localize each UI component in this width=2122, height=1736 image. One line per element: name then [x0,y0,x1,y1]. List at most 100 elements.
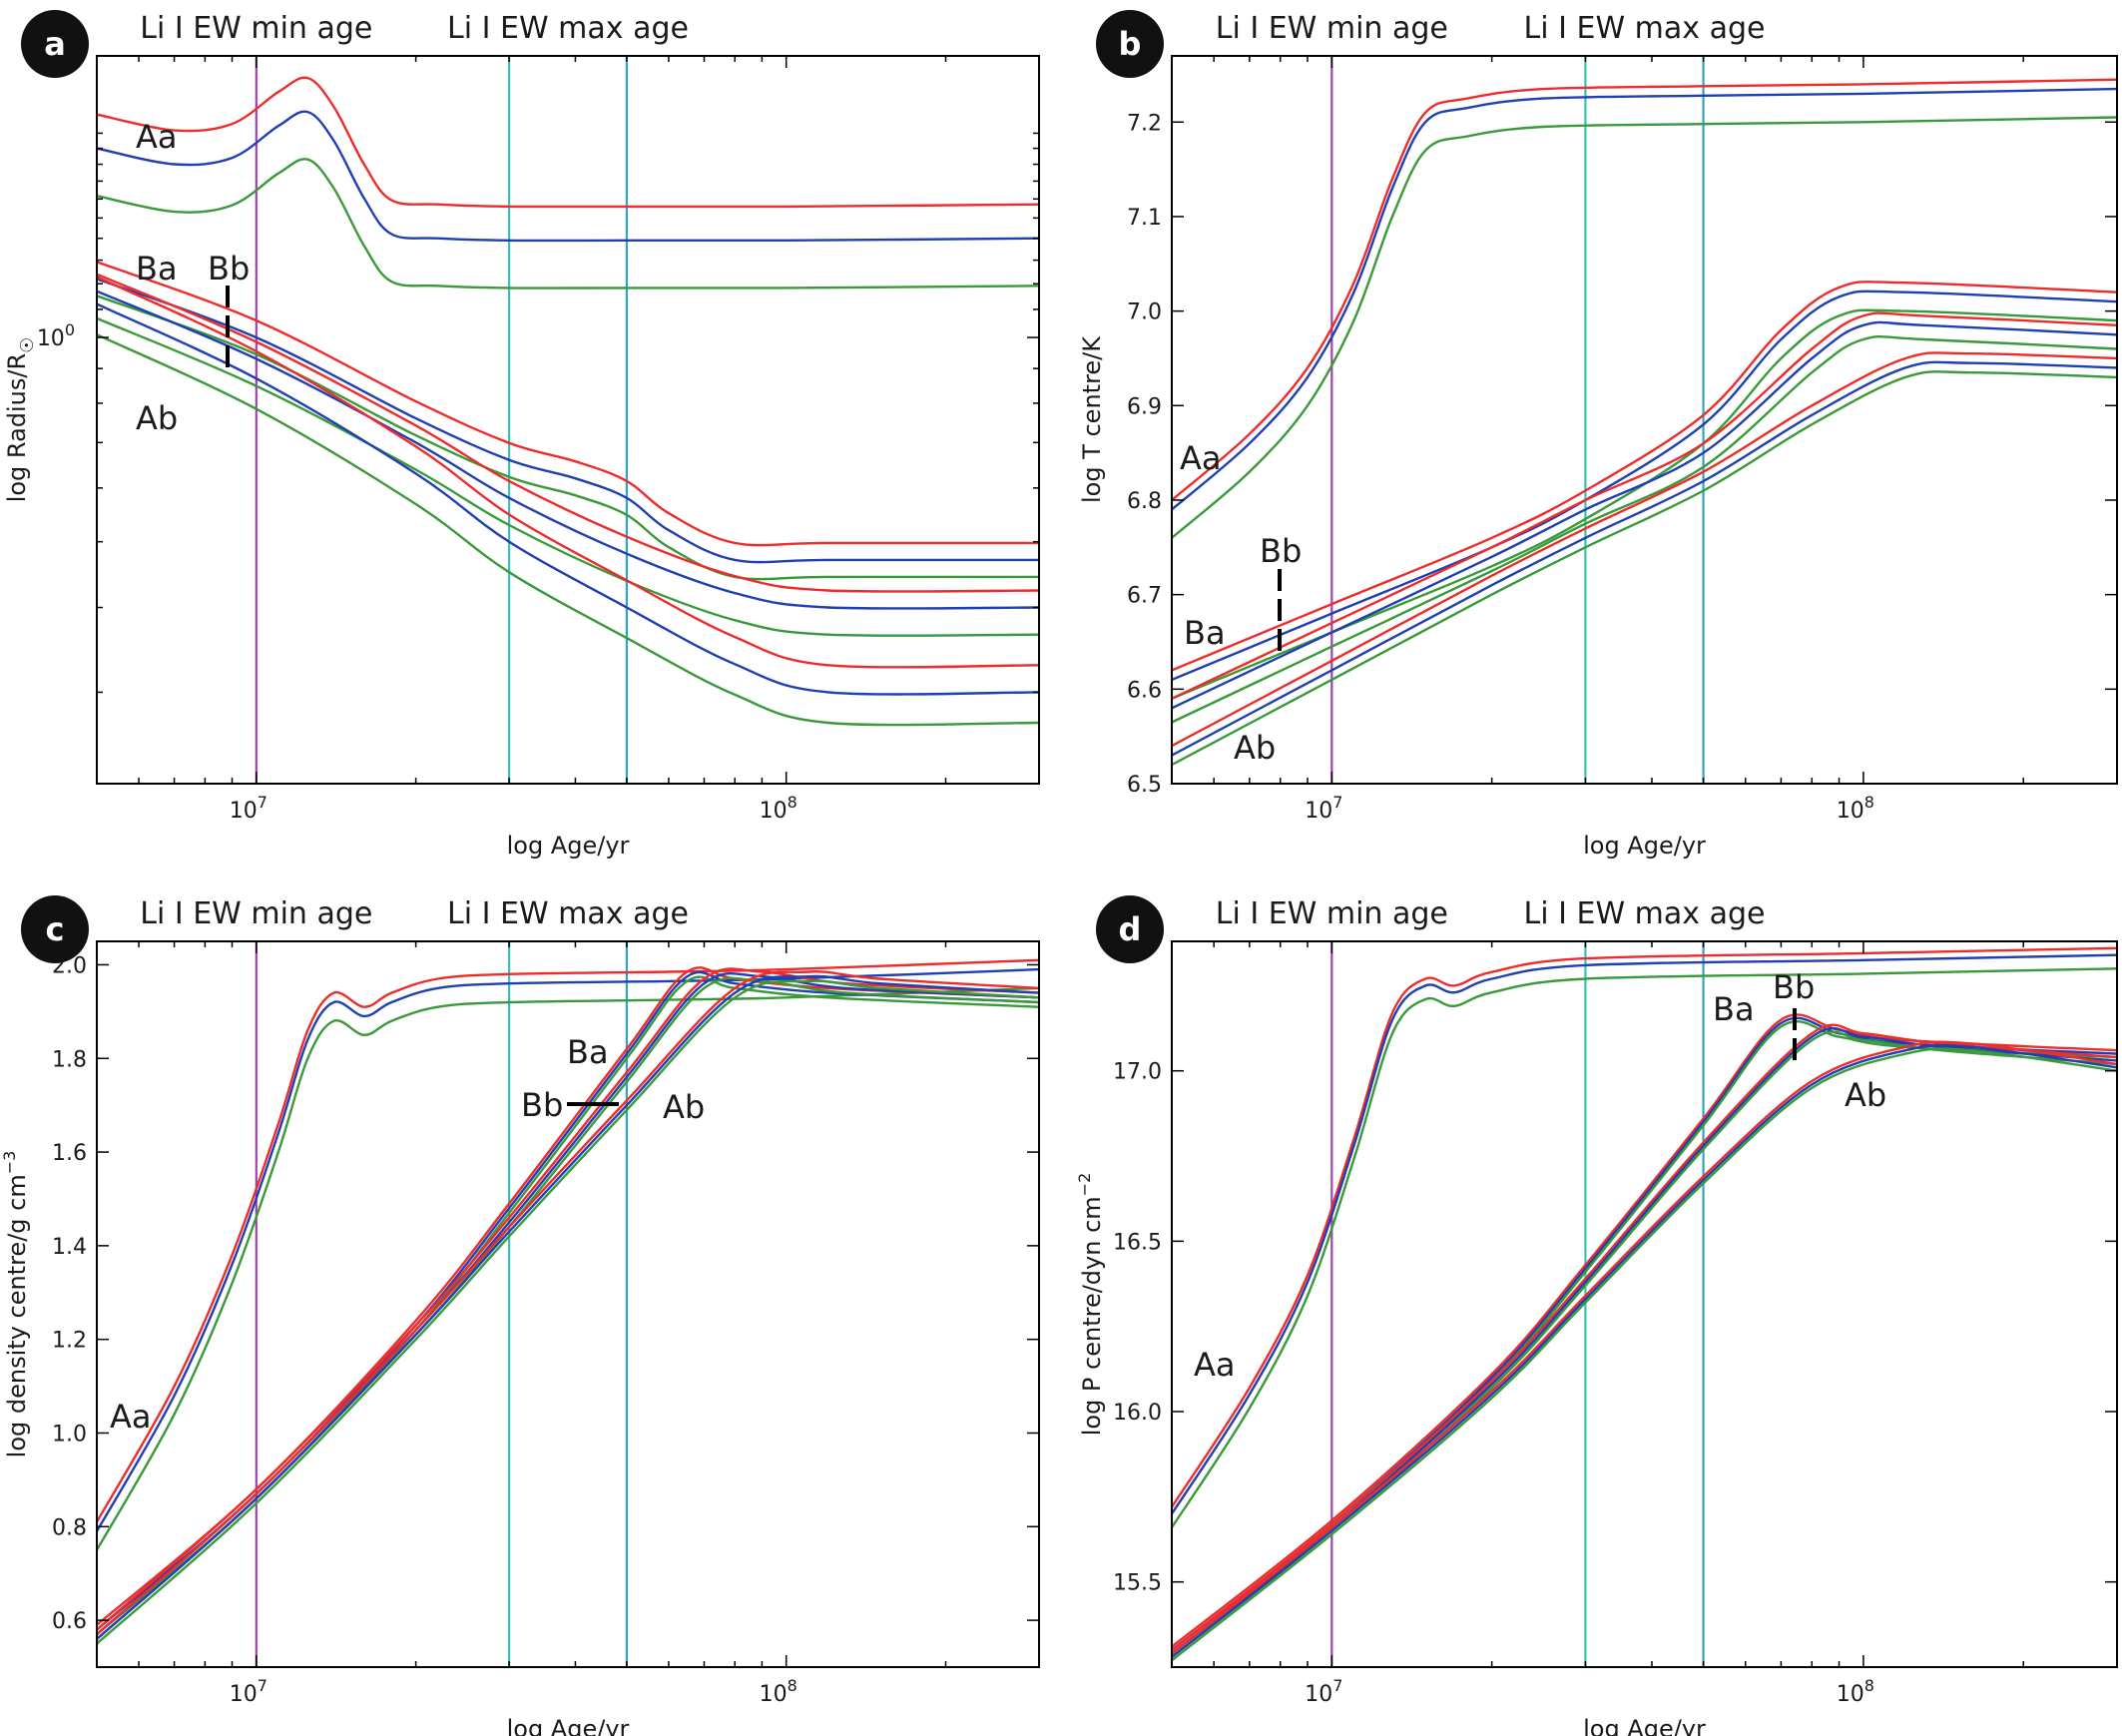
curve-Ba-blue [1172,1016,2117,1651]
curve-Ab-red [97,970,1039,1636]
x-axis-label: log Age/yr [1583,832,1706,860]
curve-Bb-blue [1172,320,2117,710]
plot-frame [1171,55,2118,785]
panel-badge-label: c [46,910,65,948]
y-tick-label: 16.5 [1113,1230,1162,1255]
curve-Ba-green [97,975,1039,1636]
curve-Bb-red [97,273,1039,593]
y-tick-label: 7.2 [1127,111,1162,136]
max-age-label: Li I EW max age [1524,896,1766,931]
curve-Ab-blue [1172,360,2117,757]
curve-Aa-blue [1172,953,2117,1515]
series-group [1172,946,2117,1662]
panel-a: 107 108 100 log Age/yr log Radius/R☉ Li I EW … [3,10,1040,860]
star-label-ab: Ab [1845,1076,1886,1114]
star-label-ba: Ba [567,1033,609,1071]
y-tick-label: 17.0 [1113,1060,1162,1085]
y-tick-label: 6.9 [1127,394,1162,419]
curve-Ab-red [97,276,1039,669]
star-label-ab: Ab [136,399,178,437]
curve-Bb-blue [97,289,1039,610]
curve-Bb-blue [1172,1026,2117,1655]
star-label-aa: Aa [110,1398,152,1436]
x-tick-label: 108 [760,1676,797,1707]
series-group [1172,78,2117,767]
star-label-ba: Ba [136,250,178,288]
y-tick-label: 1.4 [52,1235,87,1260]
curve-Aa-green [1172,967,2117,1528]
max-age-label: Li I EW max age [447,896,689,931]
curve-Ab-green [1172,1047,2117,1662]
curve-Ab-green [97,979,1039,1645]
curve-Aa-red [97,76,1039,209]
y-tick-label: 15.5 [1113,1571,1162,1596]
curve-Ab-green [1172,370,2117,767]
curve-Ab-green [97,333,1039,727]
panel-badge [21,895,89,963]
y-tick-label: 100 [37,320,75,351]
curve-Ba-red [97,261,1039,547]
curve-Bb-red [1172,311,2117,700]
plot-frame [96,55,1040,785]
x-tick-label: 107 [1305,1676,1342,1707]
x-tick-label: 108 [760,793,797,824]
y-tick-label: 7.1 [1127,206,1162,231]
plot-frame [1171,940,2118,1668]
curve-Bb-green [97,976,1039,1640]
star-label-ba: Ba [1184,614,1226,652]
y-tick-label: 0.6 [52,1609,87,1634]
panel-d: 107 108 15.5 16.0 16.5 17.0 log Age/yr log P ce… [1075,895,2118,1736]
x-axis-label: log Age/yr [507,832,630,860]
y-tick-label: 1.8 [52,1047,87,1072]
y-tick-label: 6.6 [1127,678,1162,703]
y-tick-label: 1.0 [52,1422,87,1447]
y-axis-label: log density centre/g cm−3 [0,1151,31,1458]
x-tick-label: 108 [1837,1676,1874,1707]
y-axis-label: log T centre/K [1078,335,1106,503]
curve-Bb-green [97,316,1039,637]
x-tick-label: 107 [1305,793,1342,824]
curve-Bb-green [1172,1030,2117,1658]
y-tick-label: 1.6 [52,1141,87,1166]
star-label-ab: Ab [1234,729,1276,767]
curve-Ab-red [1172,351,2117,748]
star-label-ab: Ab [663,1088,705,1126]
star-label-bb: Bb [1773,968,1815,1006]
curve-Bb-blue [97,971,1039,1636]
x-tick-label: 108 [1837,793,1874,824]
curve-Ab-red [1172,1040,2117,1655]
curve-Ba-red [1172,281,2117,672]
max-age-label: Li I EW max age [1524,11,1766,46]
curve-Aa-blue [97,110,1039,243]
min-age-label: Li I EW min age [1216,11,1448,46]
panel-badge-label: b [1119,25,1142,63]
panel-b: 107 108 6.5 6.6 6.7 6.8 6.9 7.0 7.1 7.2 log Age/yr… [1078,10,2118,860]
star-label-ba: Ba [1713,990,1755,1028]
curve-Bb-green [1172,335,2117,724]
curve-Ab-blue [97,302,1039,696]
curve-Aa-red [1172,946,2117,1508]
panel-badge [1096,10,1164,78]
series-group [97,76,1039,727]
plot-frame [96,940,1040,1668]
curve-Ab-blue [97,974,1039,1640]
max-age-label: Li I EW max age [447,11,689,46]
star-label-aa: Aa [1194,1346,1236,1384]
star-label-bb: Bb [208,250,250,288]
x-axis-label: log Age/yr [1583,1715,1706,1736]
y-axis-label: log Radius/R☉ [3,337,38,503]
curve-Ab-blue [1172,1043,2117,1658]
curve-Ba-green [1172,1020,2117,1655]
curve-Bb-red [1172,1023,2117,1651]
panel-badge [1096,895,1164,963]
star-label-aa: Aa [1180,439,1222,477]
curve-Aa-blue [1172,87,2117,511]
y-axis-label: log P centre/dyn cm−2 [1075,1173,1106,1437]
min-age-label: Li I EW min age [140,896,372,931]
y-tick-label: 6.7 [1127,584,1162,609]
star-label-bb: Bb [521,1086,563,1124]
x-tick-label: 107 [230,1676,267,1707]
panel-badge-label: a [44,25,66,63]
